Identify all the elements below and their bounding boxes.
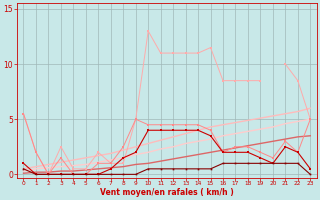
- X-axis label: Vent moyen/en rafales ( km/h ): Vent moyen/en rafales ( km/h ): [100, 188, 234, 197]
